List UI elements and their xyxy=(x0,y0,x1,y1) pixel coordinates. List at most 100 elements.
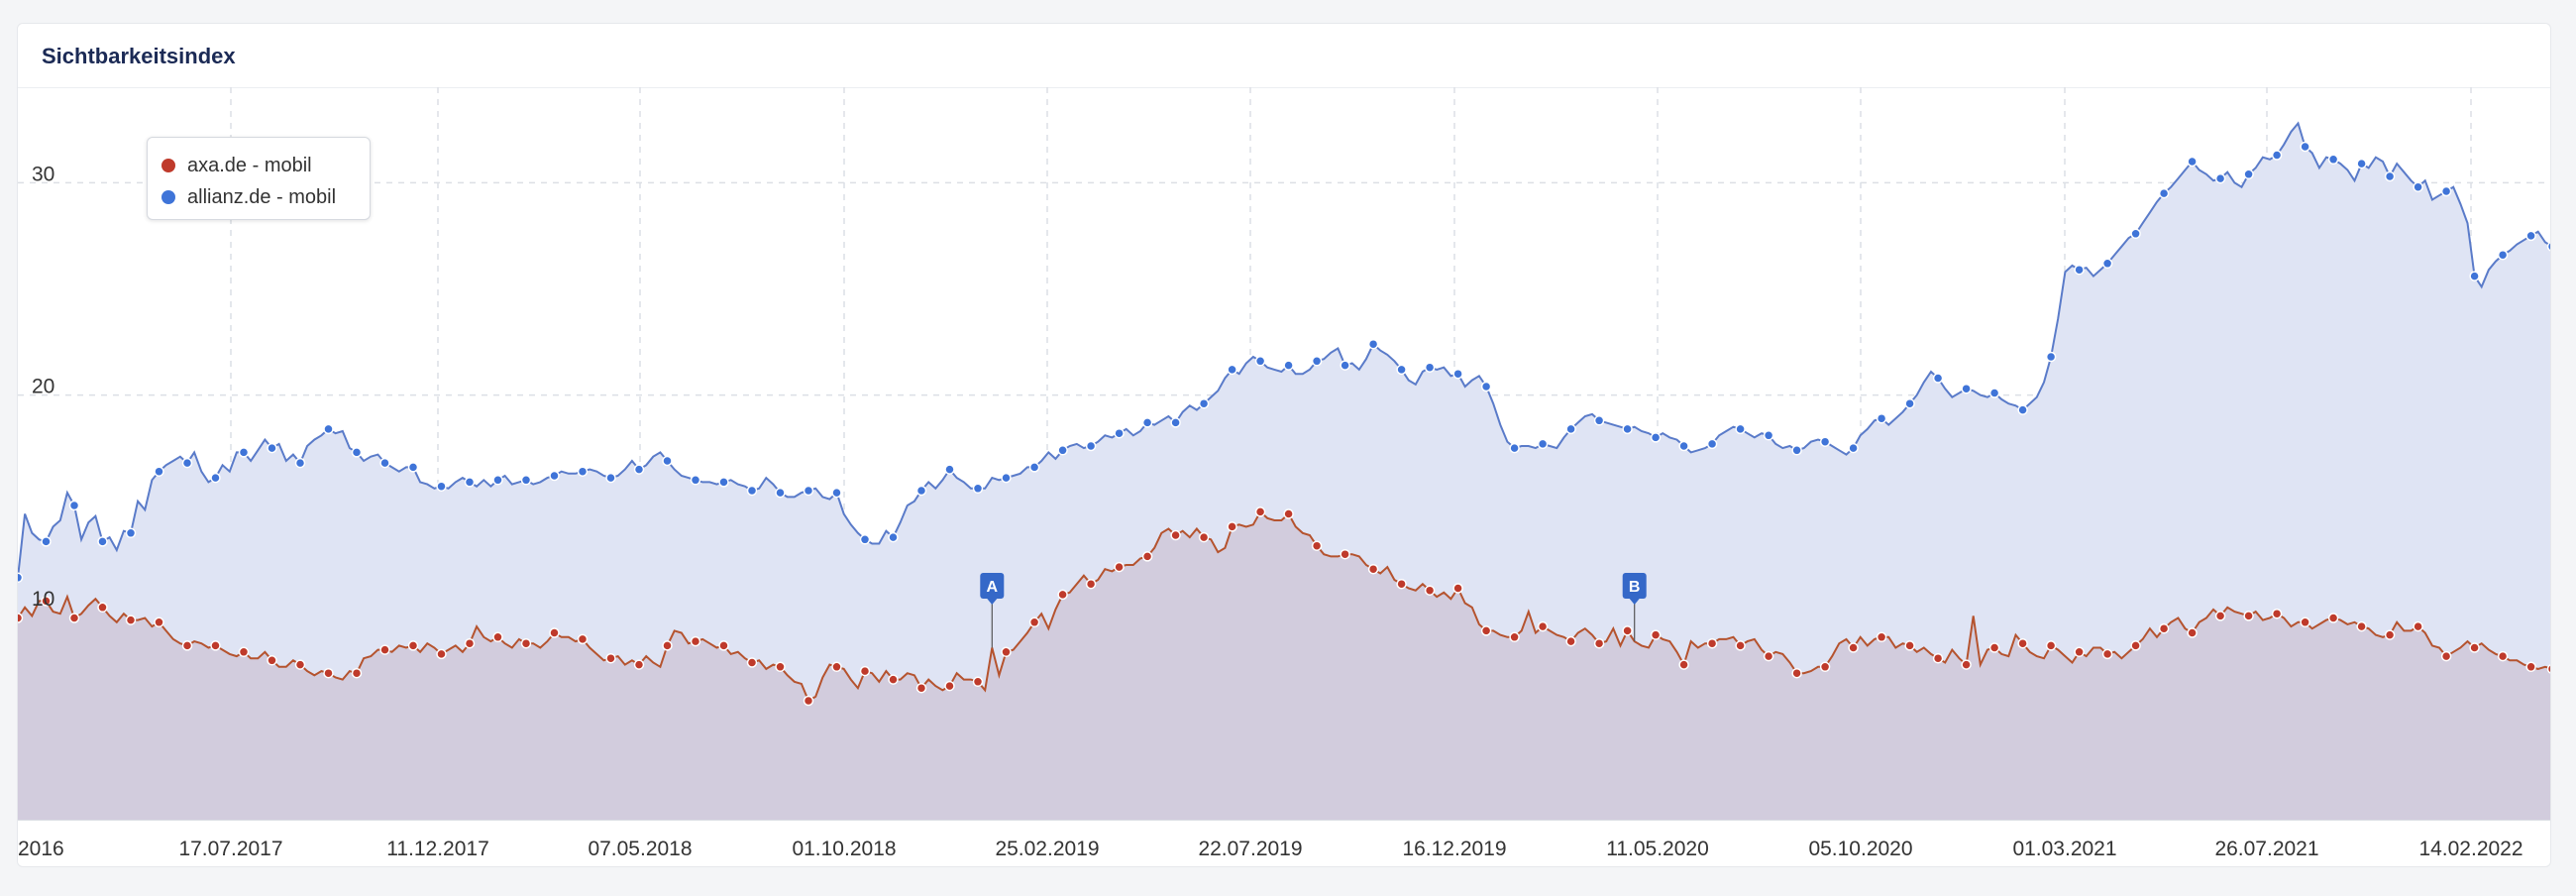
point-axa xyxy=(1791,667,1802,679)
point-axa xyxy=(1763,650,1774,662)
point-axa xyxy=(2271,608,2283,619)
chart-card: Sichtbarkeitsindex 10 20 30 2016 17.07.2017… xyxy=(17,23,2551,867)
point-axa xyxy=(2101,648,2113,660)
point-allianz xyxy=(238,447,250,458)
point-axa xyxy=(2017,637,2028,649)
point-allianz xyxy=(1763,430,1774,441)
point-allianz xyxy=(1170,417,1181,428)
point-axa xyxy=(1001,646,1012,658)
chart-plot[interactable]: 10 20 30 2016 17.07.2017 11.12.2017 07.05.201… xyxy=(18,24,2551,867)
x-tick-label: 07.05.2018 xyxy=(588,838,692,860)
card-header: Sichtbarkeitsindex xyxy=(18,24,2550,88)
annotation-label-A: A xyxy=(987,579,999,596)
chart-title: Sichtbarkeitsindex xyxy=(42,44,236,68)
point-allianz xyxy=(1057,445,1068,456)
point-allianz xyxy=(718,477,729,488)
point-axa xyxy=(2497,650,2509,662)
point-allianz xyxy=(1678,440,1689,452)
point-axa xyxy=(1480,625,1492,636)
point-allianz xyxy=(2356,158,2367,169)
point-axa xyxy=(41,596,52,607)
x-tick-label: 11.05.2020 xyxy=(1606,838,1709,860)
point-allianz xyxy=(690,475,701,486)
point-allianz xyxy=(1396,364,1407,376)
annotation-flag-B xyxy=(1622,573,1647,599)
point-axa xyxy=(1028,616,1040,628)
point-axa xyxy=(1706,637,1718,649)
point-axa xyxy=(1452,583,1463,594)
point-allianz xyxy=(888,531,899,543)
legend-item-allianz[interactable]: allianz.de - mobil xyxy=(161,181,356,213)
point-axa xyxy=(915,682,927,694)
point-allianz xyxy=(2384,170,2396,182)
x-tick-label: 16.12.2019 xyxy=(1402,838,1506,860)
point-axa xyxy=(1537,620,1549,632)
point-axa xyxy=(605,652,616,664)
point-allianz xyxy=(323,423,334,435)
point-allianz xyxy=(2130,228,2141,240)
point-allianz xyxy=(1706,438,1718,450)
point-allianz xyxy=(351,447,363,458)
point-allianz xyxy=(2074,264,2085,276)
point-axa xyxy=(1509,631,1520,643)
point-axa xyxy=(323,667,334,679)
y-tick-label: 20 xyxy=(32,376,54,398)
point-allianz xyxy=(2158,187,2170,199)
area-axa xyxy=(18,511,2550,820)
point-allianz xyxy=(2017,404,2028,415)
point-axa xyxy=(2413,620,2423,632)
point-axa xyxy=(436,648,447,660)
point-allianz xyxy=(181,457,193,469)
point-axa xyxy=(803,695,814,707)
point-allianz xyxy=(1593,415,1605,426)
point-allianz xyxy=(2243,168,2254,180)
point-allianz xyxy=(1452,368,1463,380)
legend-dot-axa xyxy=(161,159,175,172)
point-axa xyxy=(1565,635,1576,647)
point-axa xyxy=(2045,640,2057,651)
point-allianz xyxy=(1622,423,1633,435)
point-axa xyxy=(1396,578,1407,590)
point-axa xyxy=(210,640,221,651)
point-axa xyxy=(379,644,390,655)
point-axa xyxy=(125,615,137,625)
point-axa xyxy=(238,646,250,658)
point-allianz xyxy=(944,464,955,475)
x-tick-label: 2016 xyxy=(18,838,64,860)
point-allianz xyxy=(436,481,447,492)
point-allianz xyxy=(1565,423,1576,435)
point-axa xyxy=(1198,531,1210,543)
x-tick-label: 01.10.2018 xyxy=(792,838,896,860)
point-axa xyxy=(154,616,164,628)
point-axa xyxy=(2243,611,2254,621)
point-axa xyxy=(2158,622,2170,634)
point-axa xyxy=(2356,620,2367,632)
point-axa xyxy=(1876,631,1887,643)
point-axa xyxy=(1283,508,1294,519)
point-axa xyxy=(1622,625,1633,636)
point-allianz xyxy=(1819,436,1831,447)
point-allianz xyxy=(2214,172,2226,184)
point-axa xyxy=(2440,650,2452,662)
point-axa xyxy=(690,635,701,647)
annotation-pointer-A xyxy=(987,599,998,605)
point-axa xyxy=(746,657,758,668)
point-allianz xyxy=(577,466,589,477)
point-allianz xyxy=(1283,360,1294,371)
point-axa xyxy=(549,627,560,638)
point-axa xyxy=(944,680,955,692)
point-allianz xyxy=(2101,258,2113,270)
point-axa xyxy=(1057,589,1068,601)
point-allianz xyxy=(1650,432,1662,443)
point-axa xyxy=(18,613,24,623)
x-tick-label: 14.02.2022 xyxy=(2418,838,2522,860)
annotation-pointer-B xyxy=(1629,599,1640,605)
legend-item-axa[interactable]: axa.de - mobil xyxy=(161,150,356,181)
point-axa xyxy=(1932,652,1944,664)
point-axa xyxy=(633,659,645,670)
point-allianz xyxy=(97,536,108,547)
point-allianz xyxy=(520,475,532,486)
point-allianz xyxy=(2327,154,2339,166)
annotation-label-B: B xyxy=(1629,579,1641,596)
x-tick-label: 05.10.2020 xyxy=(1808,838,1912,860)
